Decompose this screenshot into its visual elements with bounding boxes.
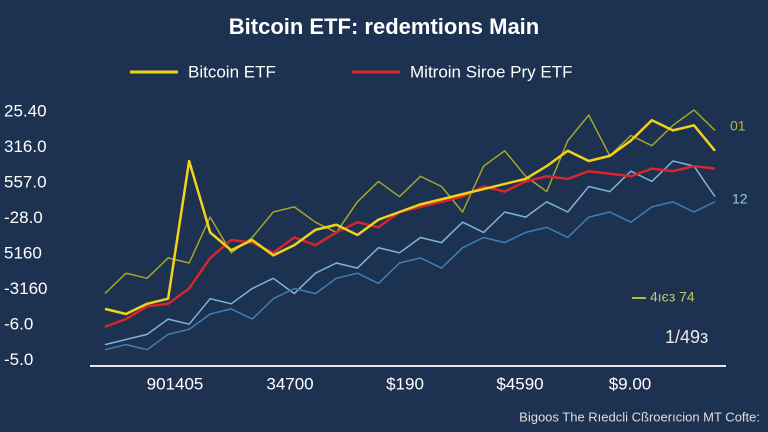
- footer: Bigoos The Rıedcli Cßroerıcion MT Cofte:: [519, 409, 760, 424]
- y-axis-label: 25.40: [4, 101, 47, 120]
- legend-label: Mitroin Siroe Pry ETF: [410, 62, 572, 81]
- y-axis-label: -6.0: [4, 314, 33, 333]
- annotation: 1/49з: [665, 327, 708, 347]
- legend-label: Bitcoin ETF: [188, 62, 276, 81]
- annotation: 12: [732, 191, 748, 207]
- y-axis-label: 557.0: [4, 172, 47, 191]
- y-axis-label: 5160: [4, 243, 42, 262]
- x-axis-label: $190: [386, 374, 424, 393]
- annotation: 4ıєз 74: [650, 289, 695, 305]
- annotation: 01: [730, 118, 746, 134]
- y-axis-label: -28.0: [4, 208, 43, 227]
- x-axis-label: 34700: [266, 374, 313, 393]
- series-line: [104, 109, 716, 295]
- series-line: [104, 201, 716, 351]
- y-axis-label: -5.0: [4, 350, 33, 369]
- x-axis-label: $4590: [496, 374, 543, 393]
- series-line: [104, 118, 716, 316]
- y-axis-label: 316.0: [4, 137, 47, 156]
- x-axis-label: $9.00: [609, 374, 652, 393]
- x-axis-label: 901405: [147, 374, 204, 393]
- series-line: [104, 160, 716, 346]
- chart-title: Bitcoin ETF: redemtions Main: [229, 14, 539, 39]
- y-axis-label: -3160: [4, 279, 47, 298]
